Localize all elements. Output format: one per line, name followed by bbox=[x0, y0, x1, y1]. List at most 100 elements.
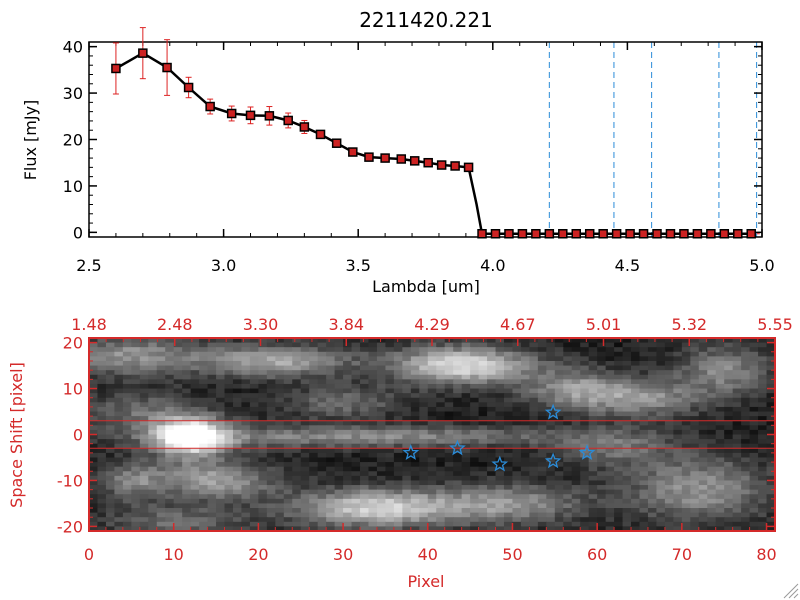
image-pixel bbox=[470, 494, 480, 500]
image-pixel bbox=[436, 521, 446, 528]
image-pixel bbox=[495, 526, 505, 532]
image-pixel bbox=[148, 425, 158, 431]
image-pixel bbox=[478, 489, 488, 495]
image-pixel bbox=[715, 347, 725, 353]
image-pixel bbox=[326, 498, 336, 505]
image-pixel bbox=[139, 356, 149, 362]
image-pixel bbox=[402, 517, 412, 523]
resize-grip-icon[interactable] bbox=[783, 583, 799, 599]
image-pixel bbox=[410, 439, 420, 445]
image-pixel bbox=[385, 379, 395, 385]
image-pixel bbox=[605, 503, 615, 509]
image-pixel bbox=[216, 351, 226, 357]
image-pixel bbox=[588, 439, 598, 445]
image-pixel bbox=[385, 365, 395, 371]
wavelength-tick-label: 3.84 bbox=[328, 315, 364, 334]
image-pixel bbox=[232, 406, 243, 413]
image-pixel bbox=[275, 393, 285, 399]
image-pixel bbox=[317, 370, 327, 376]
image-pixel bbox=[334, 503, 344, 509]
image-pixel bbox=[326, 494, 336, 500]
image-pixel bbox=[419, 402, 429, 408]
image-pixel bbox=[266, 439, 276, 445]
image-pixel bbox=[360, 489, 370, 495]
image-pixel bbox=[232, 475, 243, 482]
image-pixel bbox=[749, 365, 759, 371]
image-pixel bbox=[546, 411, 556, 417]
image-pixel bbox=[190, 365, 200, 371]
image-pixel bbox=[334, 383, 344, 390]
image-pixel bbox=[461, 434, 471, 440]
image-pixel bbox=[368, 425, 378, 431]
image-pixel bbox=[758, 480, 768, 486]
image-pixel bbox=[470, 360, 480, 367]
image-pixel bbox=[715, 517, 725, 523]
image-pixel bbox=[622, 512, 632, 518]
image-pixel bbox=[309, 351, 319, 357]
y-tick-label: 10 bbox=[63, 177, 83, 196]
image-pixel bbox=[427, 351, 437, 357]
image-pixel bbox=[131, 406, 141, 413]
image-pixel bbox=[402, 411, 412, 417]
image-pixel bbox=[334, 402, 344, 408]
image-pixel bbox=[529, 425, 539, 431]
image-pixel bbox=[114, 379, 124, 385]
data-point bbox=[162, 62, 172, 73]
image-pixel bbox=[470, 452, 480, 459]
image-pixel bbox=[444, 397, 454, 403]
image-pixel bbox=[232, 411, 243, 417]
image-pixel bbox=[385, 411, 395, 417]
image-pixel bbox=[266, 429, 276, 436]
image-pixel bbox=[241, 508, 251, 514]
image-pixel bbox=[207, 416, 217, 422]
image-pixel bbox=[529, 420, 539, 426]
image-pixel bbox=[512, 388, 522, 394]
image-pixel bbox=[631, 457, 641, 463]
image-pixel bbox=[487, 503, 497, 509]
image-pixel bbox=[571, 448, 581, 454]
image-pixel bbox=[503, 356, 514, 362]
image-pixel bbox=[343, 379, 353, 385]
image-pixel bbox=[326, 370, 336, 376]
wavelength-tick-label: 4.29 bbox=[414, 315, 450, 334]
image-pixel bbox=[444, 503, 454, 509]
image-pixel bbox=[292, 526, 302, 532]
image-pixel bbox=[275, 420, 285, 426]
image-pixel bbox=[300, 402, 310, 408]
image-pixel bbox=[385, 452, 395, 459]
image-pixel bbox=[266, 462, 276, 468]
image-pixel bbox=[410, 351, 420, 357]
image-pixel bbox=[444, 448, 454, 454]
image-pixel bbox=[563, 457, 573, 463]
image-pixel bbox=[495, 374, 505, 380]
image-pixel bbox=[749, 356, 759, 362]
image-pixel bbox=[690, 452, 700, 459]
image-pixel bbox=[309, 388, 319, 394]
image-pixel bbox=[622, 397, 632, 403]
image-pixel bbox=[105, 342, 116, 348]
image-pixel bbox=[715, 462, 725, 468]
image-pixel bbox=[622, 416, 632, 422]
image-pixel bbox=[664, 489, 674, 495]
image-pixel bbox=[207, 370, 217, 376]
image-pixel bbox=[283, 471, 293, 477]
image-pixel bbox=[673, 388, 683, 394]
image-pixel bbox=[139, 383, 149, 390]
image-pixel bbox=[673, 411, 683, 417]
image-pixel bbox=[199, 420, 209, 426]
image-pixel bbox=[385, 338, 395, 344]
image-pixel bbox=[232, 388, 243, 394]
image-pixel bbox=[588, 416, 598, 422]
image-pixel bbox=[207, 374, 217, 380]
data-point bbox=[625, 229, 635, 239]
image-pixel bbox=[275, 485, 285, 491]
image-pixel bbox=[444, 370, 454, 376]
image-pixel bbox=[461, 402, 471, 408]
image-pixel bbox=[393, 439, 403, 445]
image-pixel bbox=[622, 411, 632, 417]
image-pixel bbox=[503, 471, 514, 477]
image-pixel bbox=[444, 498, 454, 505]
image-pixel bbox=[487, 489, 497, 495]
image-pixel bbox=[360, 485, 370, 491]
image-pixel bbox=[139, 406, 149, 413]
